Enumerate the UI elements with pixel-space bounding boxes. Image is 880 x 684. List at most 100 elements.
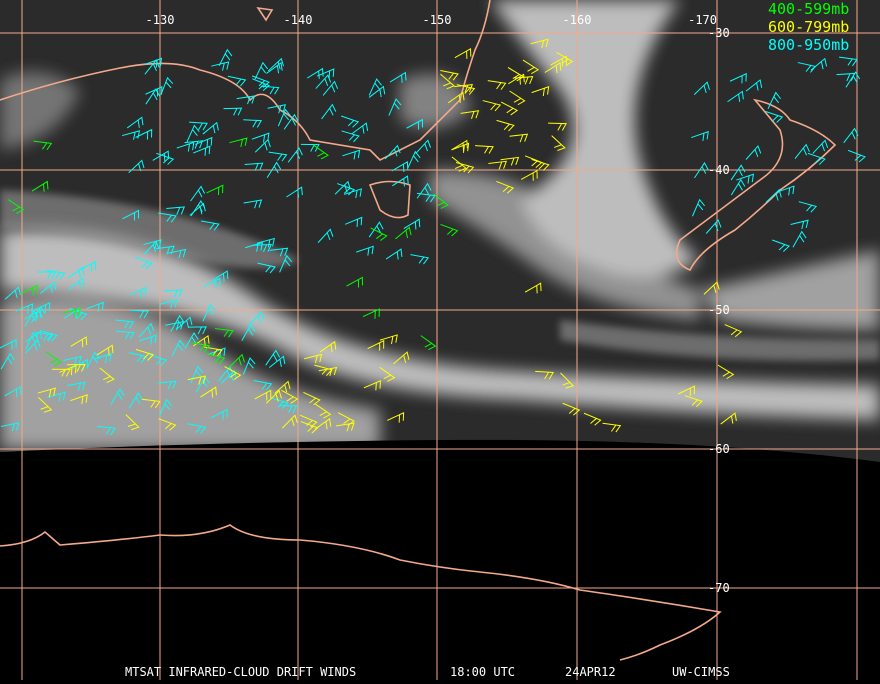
wind-barb — [229, 137, 248, 148]
wind-barb — [440, 223, 459, 237]
wind-barb — [304, 353, 323, 364]
wind-barb — [440, 73, 455, 90]
wind-barb — [507, 67, 525, 82]
wind-barb — [33, 140, 53, 151]
wind-barb — [500, 156, 520, 166]
wind-barb — [488, 160, 508, 170]
labels: -130 -140 -150 -160 -170 -30 -40 -50 -60… — [125, 0, 849, 679]
wind-barb — [705, 219, 722, 234]
wind-barb — [454, 47, 472, 59]
wind-barb — [184, 140, 204, 149]
wind-barb — [267, 104, 286, 114]
wind-barb — [251, 75, 270, 88]
wind-barb — [440, 70, 459, 81]
latitude-label: -40 — [708, 163, 730, 177]
wind-barb — [228, 353, 245, 368]
wind-barb — [260, 85, 280, 95]
wind-barb — [379, 334, 398, 345]
wind-barb — [379, 366, 396, 382]
footer-date: 24APR12 — [565, 665, 616, 679]
wind-barb — [303, 391, 321, 406]
wind-barb — [447, 91, 465, 104]
latitude-label: -70 — [708, 581, 730, 595]
wind-barb — [268, 355, 286, 368]
wind-barb — [269, 247, 289, 257]
wind-barb — [254, 61, 269, 80]
wind-barb — [45, 351, 62, 367]
wind-barb — [184, 332, 199, 349]
wind-barb — [765, 110, 784, 123]
wind-barb — [393, 351, 410, 365]
wind-barb — [46, 269, 66, 280]
wind-barb — [218, 48, 233, 67]
wind-barb — [268, 151, 288, 162]
wind-barb — [337, 183, 356, 196]
wind-barb — [387, 412, 405, 423]
wind-barb — [167, 248, 187, 259]
wind-barb — [211, 270, 229, 282]
wind-barb — [300, 421, 319, 434]
wind-barb — [202, 121, 219, 135]
wind-barb — [190, 185, 206, 202]
wind-barb — [693, 81, 710, 95]
wind-barb — [514, 76, 534, 85]
wind-barb — [25, 331, 39, 350]
wind-barb — [37, 396, 53, 413]
wind-barb — [70, 394, 88, 405]
antarctica-coast — [0, 524, 722, 661]
wind-barb — [248, 311, 265, 326]
wind-barb — [812, 139, 829, 154]
wind-barb — [63, 355, 82, 366]
wind-barb — [256, 237, 275, 248]
wind-barb — [560, 372, 575, 389]
wind-barb — [456, 84, 476, 95]
wind-barb — [351, 122, 369, 135]
wind-barb — [122, 209, 140, 221]
longitude-label: -130 — [146, 13, 175, 27]
wind-barb — [455, 162, 475, 174]
wind-barb — [79, 260, 96, 272]
wind-barb — [531, 86, 550, 97]
wind-barb — [165, 321, 184, 331]
wind-barb — [128, 392, 143, 409]
wind-barb — [187, 423, 207, 434]
wind-barb — [395, 226, 412, 240]
wind-barb — [135, 348, 155, 361]
wind-barb — [152, 150, 170, 162]
wind-barb — [736, 173, 755, 184]
wind-barb — [460, 110, 480, 119]
wind-barb — [363, 379, 382, 391]
wind-barb — [370, 227, 388, 241]
wind-barb — [204, 346, 223, 357]
wind-barb — [244, 241, 264, 252]
wind-barb — [97, 425, 116, 436]
wind-barb — [274, 380, 291, 394]
wind-barb — [134, 256, 153, 270]
wind-barb — [129, 286, 147, 298]
wind-barb — [130, 309, 149, 319]
wind-barb — [148, 354, 168, 366]
wind-barb — [138, 322, 155, 338]
wind-barb — [159, 299, 178, 309]
footer-time: 18:00 UTC — [450, 665, 515, 679]
wind-barb — [776, 185, 795, 196]
wind-barb — [141, 398, 161, 409]
wind-barb — [522, 59, 540, 75]
wind-barb — [37, 271, 57, 280]
wind-barb — [727, 90, 744, 103]
wind-barb — [313, 144, 329, 160]
wind-barb — [524, 155, 543, 169]
wind-barb — [0, 339, 17, 350]
wind-barb — [384, 144, 401, 160]
wind-barb — [407, 150, 421, 169]
wind-barb — [767, 91, 781, 109]
wind-barb — [509, 90, 526, 106]
wind-barb — [266, 161, 282, 179]
wind-barb — [694, 161, 709, 179]
wind-barb — [144, 59, 160, 75]
wind-barb — [342, 149, 361, 160]
wind-barb — [790, 219, 809, 230]
wind-barb — [406, 118, 424, 130]
wind-barb — [482, 100, 502, 112]
